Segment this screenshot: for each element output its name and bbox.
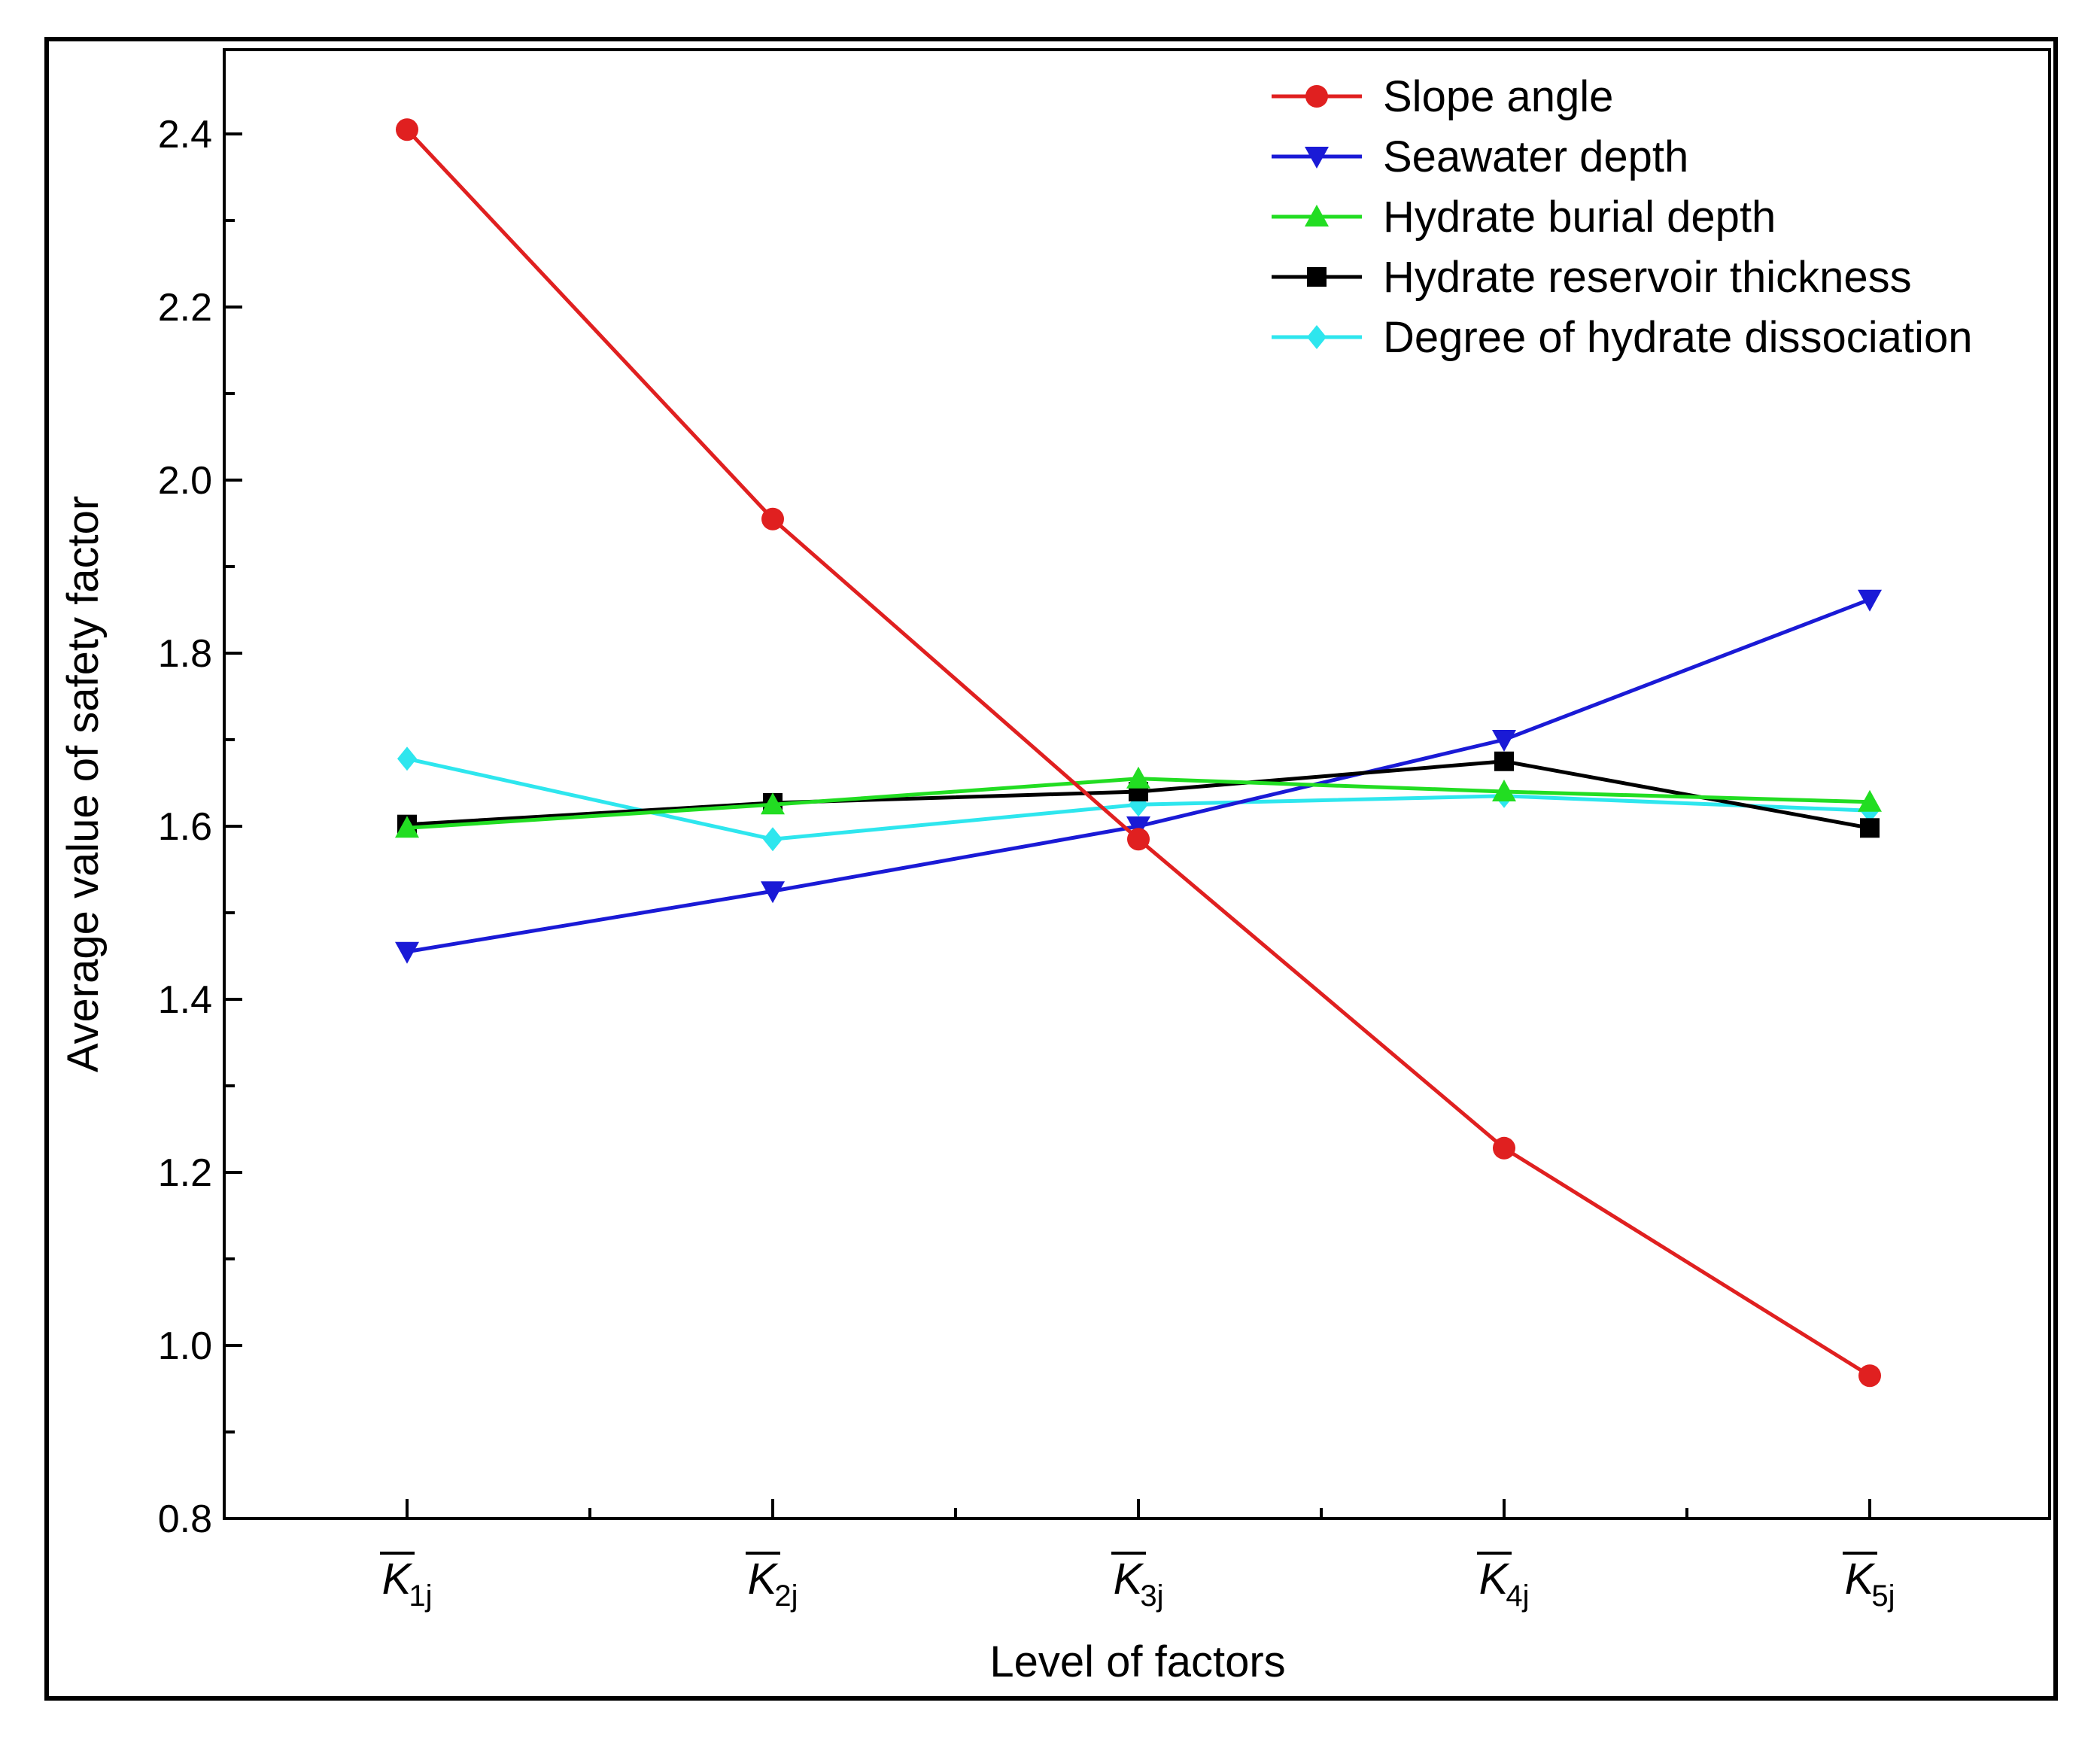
x-tick-label-base: K: [1845, 1555, 1876, 1604]
x-tick-label-sub: 5j: [1871, 1579, 1895, 1613]
y-tick-label: 0.8: [158, 1497, 212, 1541]
x-tick-label-base: K: [382, 1555, 413, 1604]
data-point-hydrate-burial-depth: [1492, 780, 1516, 801]
legend-item-hydrate-reservoir-thickness: Hydrate reservoir thickness: [1272, 253, 1912, 302]
x-tick-label-base: K: [1479, 1555, 1510, 1604]
x-tick-label-sub: 3j: [1140, 1579, 1163, 1613]
data-point-hydrate-burial-depth: [395, 816, 419, 838]
y-tick-label: 2.2: [158, 286, 212, 330]
legend-item-seawater-depth: Seawater depth: [1272, 132, 1688, 181]
series-hydrate-reservoir-thickness: [397, 751, 1880, 838]
legend-label: Seawater depth: [1383, 132, 1688, 181]
legend-marker: [1305, 147, 1329, 169]
data-point-slope-angle: [1493, 1136, 1515, 1160]
x-tick-label: K2j: [746, 1552, 798, 1613]
x-tick-label: K5j: [1843, 1552, 1895, 1613]
series-slope-angle: [396, 118, 1881, 1388]
data-point-hydrate-reservoir-thickness: [1860, 818, 1880, 838]
x-axis: K1j K2j K3j K4j K5j: [380, 1499, 1895, 1613]
legend-item-slope-angle: Slope angle: [1272, 72, 1613, 121]
y-tick-label: 2.4: [158, 113, 212, 157]
series-seawater-depth: [395, 589, 1882, 964]
x-axis-title: Level of factors: [989, 1637, 1285, 1686]
y-axis: 0.8 1.0 1.2 1.4 1.6 1.8 2.0 2.2 2.4: [158, 113, 242, 1541]
data-point-slope-angle: [1127, 828, 1150, 851]
legend-marker: [1305, 85, 1328, 108]
data-point-seawater-depth: [395, 941, 419, 964]
data-point-seawater-depth: [1492, 730, 1516, 752]
y-tick-label: 1.8: [158, 632, 212, 676]
legend-label: Degree of hydrate dissociation: [1383, 313, 1972, 362]
y-tick-label: 1.6: [158, 805, 212, 849]
x-tick-label-base: K: [748, 1555, 779, 1604]
legend-label: Hydrate reservoir thickness: [1383, 253, 1912, 302]
data-point-hydrate-reservoir-thickness: [1494, 751, 1514, 771]
x-tick-label-base: K: [1114, 1555, 1144, 1604]
series-layer: [395, 118, 1882, 1388]
legend: Slope angle Seawater depth Hydrate burial …: [1272, 72, 1972, 362]
x-tick-label: K3j: [1111, 1552, 1164, 1613]
data-point-slope-angle: [1858, 1364, 1881, 1388]
data-point-seawater-depth: [1858, 589, 1882, 612]
y-tick-label: 2.0: [158, 459, 212, 503]
data-point-degree-of-hydrate-dissociation: [763, 827, 783, 852]
legend-item-degree-of-hydrate-dissociation: Degree of hydrate dissociation: [1272, 313, 1972, 362]
legend-label: Slope angle: [1383, 72, 1613, 121]
x-tick-label-sub: 2j: [774, 1579, 798, 1613]
y-tick-label: 1.4: [158, 978, 212, 1022]
data-point-seawater-depth: [761, 881, 785, 904]
legend-marker: [1305, 205, 1329, 226]
data-point-degree-of-hydrate-dissociation: [397, 746, 417, 771]
data-point-hydrate-burial-depth: [1126, 766, 1150, 789]
data-point-slope-angle: [761, 507, 784, 531]
data-point-slope-angle: [396, 118, 418, 141]
series-hydrate-burial-depth: [395, 766, 1882, 838]
data-point-seawater-depth: [1126, 816, 1150, 838]
y-axis-title: Average value of safety factor: [59, 496, 108, 1072]
legend-marker: [1307, 325, 1327, 349]
x-tick-label-sub: 1j: [409, 1579, 432, 1613]
data-point-hydrate-burial-depth: [761, 792, 785, 815]
x-tick-label: K1j: [380, 1552, 433, 1613]
y-tick-label: 1.2: [158, 1151, 212, 1195]
legend-item-hydrate-burial-depth: Hydrate burial depth: [1272, 193, 1776, 242]
legend-label: Hydrate burial depth: [1383, 193, 1776, 242]
y-tick-label: 1.0: [158, 1324, 212, 1368]
legend-marker: [1307, 267, 1327, 287]
x-tick-label-sub: 4j: [1506, 1579, 1529, 1613]
outer-frame: [44, 37, 2058, 1701]
x-tick-label: K4j: [1477, 1552, 1530, 1613]
data-point-hydrate-burial-depth: [1858, 789, 1882, 812]
